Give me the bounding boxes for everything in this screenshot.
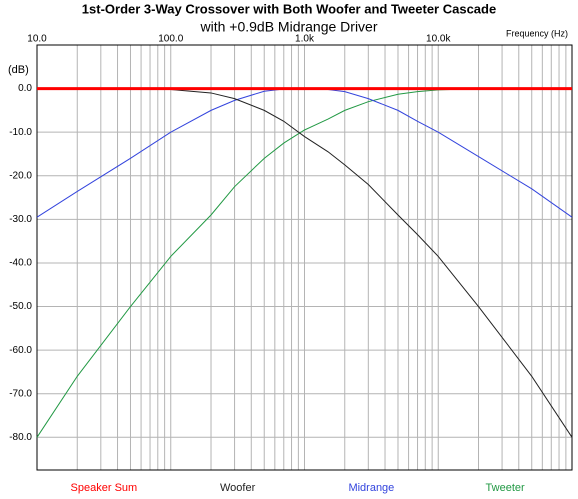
y-tick-label: -70.0 (9, 388, 32, 399)
y-tick-label: -50.0 (9, 301, 32, 312)
legend-entry: Speaker Sum (71, 482, 138, 494)
x-axis-label: Frequency (Hz) (506, 28, 568, 38)
x-tick-label: 1.0k (295, 34, 315, 45)
plot-border (36, 44, 573, 471)
y-axis-label: (dB) (8, 64, 29, 76)
y-tick-label: 0.0 (18, 83, 32, 94)
y-tick-label: -40.0 (9, 258, 32, 269)
y-tick-label: -10.0 (9, 127, 32, 138)
x-tick-label: 10.0k (426, 34, 451, 45)
y-tick-label: -20.0 (9, 170, 32, 181)
chart-title: 1st-Order 3-Way Crossover with Both Woof… (82, 1, 496, 16)
chart-subtitle: with +0.9dB Midrange Driver (199, 19, 377, 35)
x-tick-label: 10.0 (27, 34, 47, 45)
legend-entry: Midrange (348, 482, 394, 494)
legend-entry: Woofer (220, 482, 256, 494)
x-tick-label: 100.0 (158, 34, 183, 45)
y-tick-label: -30.0 (9, 214, 32, 225)
legend-entry: Tweeter (486, 482, 525, 494)
y-tick-label: -60.0 (9, 345, 32, 356)
y-tick-label: -80.0 (9, 432, 32, 443)
